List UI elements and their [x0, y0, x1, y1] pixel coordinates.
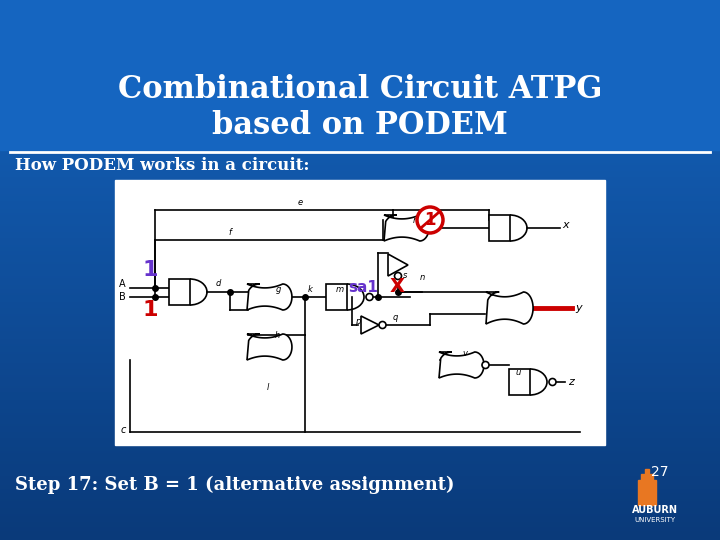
Text: 1: 1 [143, 300, 158, 320]
Polygon shape [247, 284, 292, 310]
Polygon shape [247, 334, 292, 360]
Bar [638, 480, 656, 505]
Bar [509, 369, 530, 395]
Text: v: v [462, 349, 467, 358]
Bar [115, 180, 605, 445]
Text: u: u [516, 368, 521, 377]
Text: sa1: sa1 [348, 280, 378, 294]
Circle shape [482, 361, 489, 368]
Text: h: h [275, 331, 280, 340]
Text: 1: 1 [143, 260, 158, 280]
Text: e: e [297, 198, 302, 207]
Text: c: c [121, 425, 126, 435]
Text: based on PODEM: based on PODEM [212, 110, 508, 140]
Bar [645, 469, 649, 474]
Text: y: y [575, 303, 582, 313]
Circle shape [395, 273, 402, 280]
Bar [489, 215, 510, 241]
Text: n: n [420, 273, 426, 282]
Bar [326, 284, 347, 310]
Text: l: l [267, 383, 269, 392]
Circle shape [366, 294, 373, 300]
Polygon shape [361, 316, 379, 334]
Text: m: m [336, 285, 344, 294]
Text: How PODEM works in a circuit:: How PODEM works in a circuit: [15, 157, 310, 173]
Text: k: k [308, 285, 313, 294]
Bar [641, 474, 653, 480]
Text: p: p [355, 318, 360, 327]
Text: g: g [276, 285, 282, 294]
Text: f: f [228, 228, 232, 237]
Polygon shape [388, 254, 408, 276]
Polygon shape [439, 352, 484, 378]
Text: 1: 1 [424, 211, 436, 229]
Text: s: s [403, 271, 408, 280]
Text: AUBURN: AUBURN [632, 505, 678, 515]
Text: Step 17: Set B = 1 (alternative assignment): Step 17: Set B = 1 (alternative assignme… [15, 476, 454, 494]
Text: 27: 27 [652, 465, 669, 479]
Bar [169, 279, 190, 305]
Text: UNIVERSITY: UNIVERSITY [634, 517, 675, 523]
Circle shape [417, 207, 443, 233]
Circle shape [427, 225, 434, 232]
Polygon shape [384, 215, 429, 241]
Text: A: A [120, 279, 126, 289]
Text: z: z [568, 377, 574, 387]
Text: d: d [216, 279, 221, 288]
Text: B: B [120, 292, 126, 302]
Bar [0, 0, 720, 150]
Text: r: r [413, 216, 416, 225]
Polygon shape [486, 292, 533, 324]
Circle shape [549, 379, 556, 386]
Text: q: q [393, 313, 398, 322]
Text: X: X [390, 278, 405, 296]
Text: x: x [562, 220, 569, 230]
Text: Combinational Circuit ATPG: Combinational Circuit ATPG [118, 75, 602, 105]
Circle shape [379, 321, 386, 328]
